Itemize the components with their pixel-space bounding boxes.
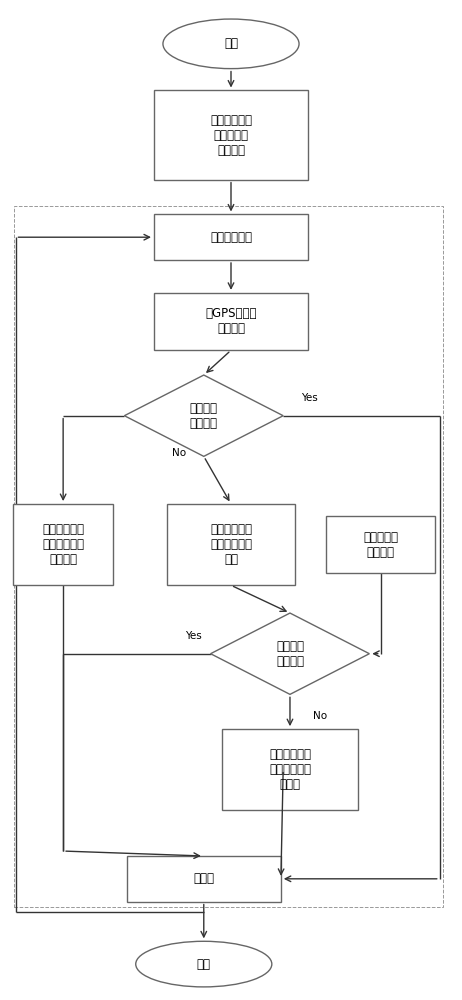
- Text: 建立气垫船运
动三自由度
数学模型: 建立气垫船运 动三自由度 数学模型: [210, 114, 252, 157]
- Text: 气垫船: 气垫船: [193, 872, 214, 885]
- Polygon shape: [124, 375, 283, 456]
- Text: 位置误差
是否为零: 位置误差 是否为零: [190, 402, 218, 430]
- Text: 由GPS获取的
实际位置: 由GPS获取的 实际位置: [205, 307, 257, 335]
- FancyBboxPatch shape: [326, 516, 435, 573]
- FancyBboxPatch shape: [168, 504, 294, 585]
- Text: 二阶滑模艏向
控制器计算控
制力矩: 二阶滑模艏向 控制器计算控 制力矩: [269, 748, 311, 791]
- FancyBboxPatch shape: [154, 293, 308, 350]
- FancyBboxPatch shape: [13, 504, 113, 585]
- Text: 由罗经获取
实际方向: 由罗经获取 实际方向: [363, 531, 398, 559]
- Text: 艏向误差
是否为零: 艏向误差 是否为零: [276, 640, 304, 668]
- FancyBboxPatch shape: [127, 856, 281, 902]
- Text: 二阶滑模位置
控制器计算纵
倾控制力: 二阶滑模位置 控制器计算纵 倾控制力: [42, 523, 84, 566]
- FancyBboxPatch shape: [154, 90, 308, 180]
- Polygon shape: [211, 613, 369, 694]
- Ellipse shape: [136, 941, 272, 987]
- Text: 给定参考位置: 给定参考位置: [210, 231, 252, 244]
- Text: Yes: Yes: [185, 631, 201, 641]
- Text: 结束: 结束: [197, 958, 211, 971]
- Text: 开始: 开始: [224, 37, 238, 50]
- Text: No: No: [171, 448, 186, 458]
- Text: Yes: Yes: [301, 393, 318, 403]
- Text: No: No: [313, 711, 327, 721]
- FancyBboxPatch shape: [222, 729, 358, 810]
- Ellipse shape: [163, 19, 299, 69]
- FancyBboxPatch shape: [154, 214, 308, 260]
- Text: 点对点位置导
航方法计算导
航角: 点对点位置导 航方法计算导 航角: [210, 523, 252, 566]
